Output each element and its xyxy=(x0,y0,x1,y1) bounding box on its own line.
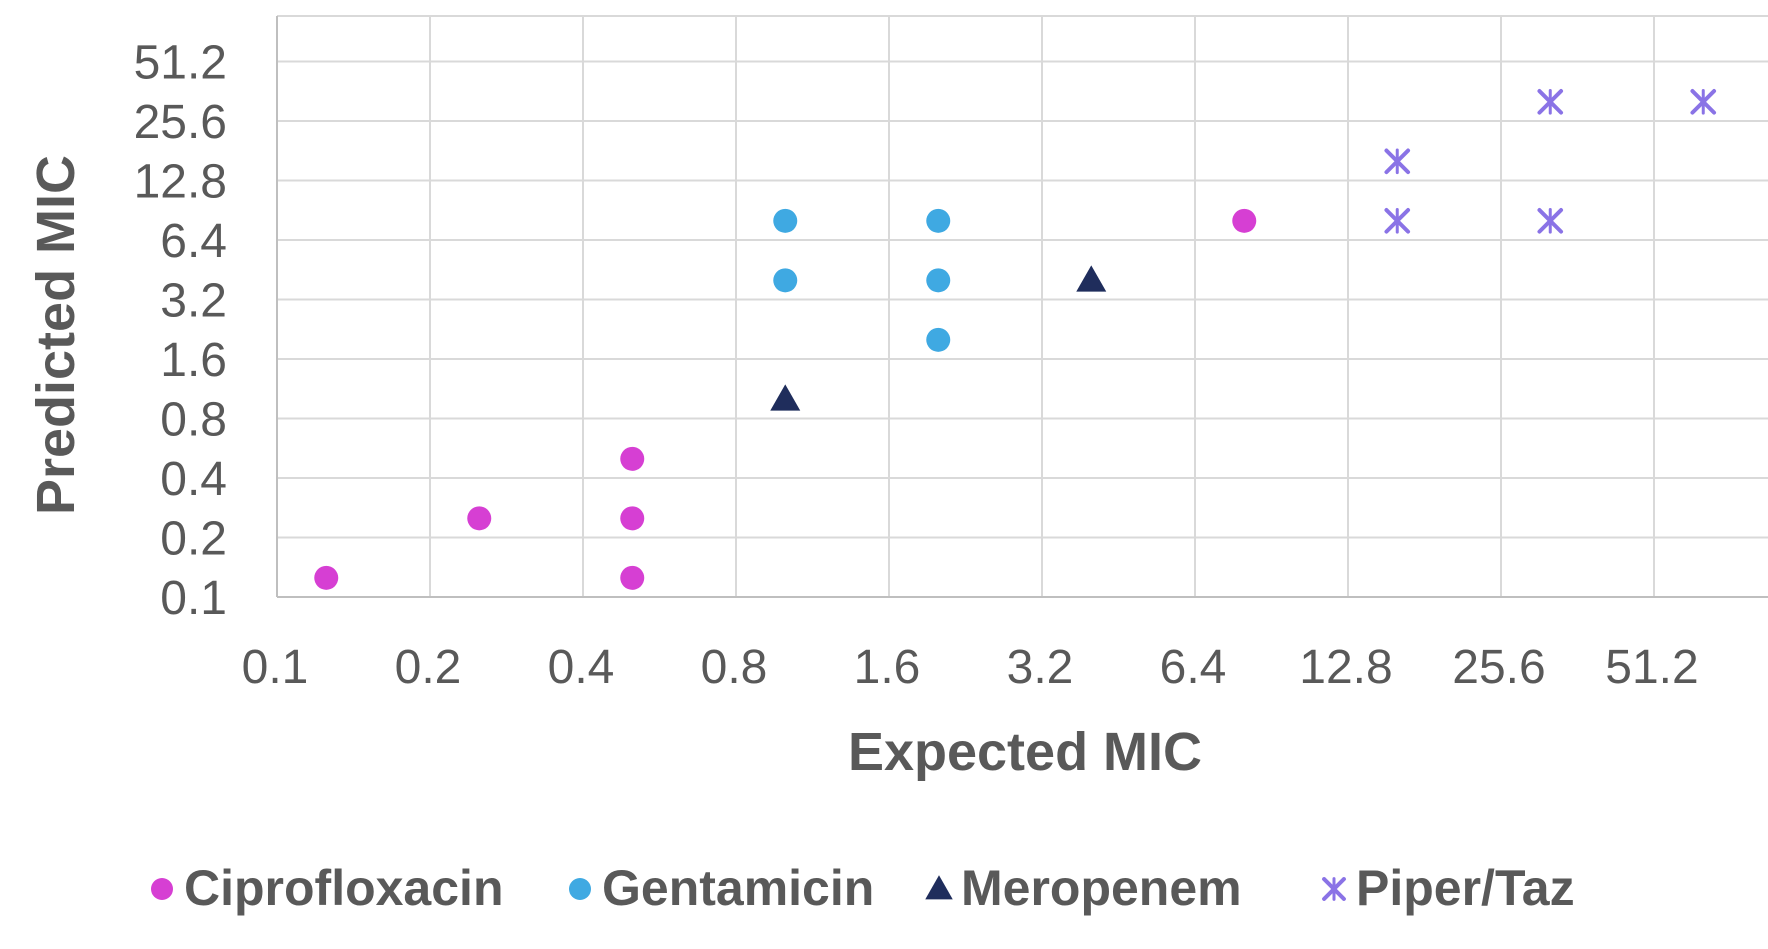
legend-marker-ciprofloxacin xyxy=(151,878,173,900)
y-tick-label: 12.8 xyxy=(134,156,227,209)
y-tick-label: 6.4 xyxy=(160,215,227,268)
legend-item-meropenem: Meropenem xyxy=(925,860,1242,916)
y-tick-label: 3.2 xyxy=(160,275,227,328)
x-tick-label: 1.6 xyxy=(854,641,921,694)
legend-item-gentamicin: Gentamicin xyxy=(569,860,874,916)
legend: Ciprofloxacin Gentamicin Meropenem Piper/Ta… xyxy=(151,860,1575,916)
ciprofloxacin-point xyxy=(467,506,492,531)
legend-item-ciprofloxacin: Ciprofloxacin xyxy=(151,860,503,916)
ciprofloxacin-point xyxy=(1232,208,1257,233)
meropenem-point xyxy=(1076,265,1107,292)
gentamicin-point xyxy=(773,268,798,293)
y-tick-label: 0.2 xyxy=(160,513,227,566)
x-tick-label: 51.2 xyxy=(1605,641,1698,694)
piper-taz-point xyxy=(1537,89,1564,115)
x-axis-title: Expected MIC xyxy=(848,722,1202,782)
ciprofloxacin-point xyxy=(620,506,645,531)
gentamicin-point xyxy=(926,208,951,233)
tick-labels: 0.1 0.2 0.4 0.8 1.6 3.2 6.4 12.8 25.6 51.2 0.1 0.2 0… xyxy=(134,37,1699,695)
piper-taz-point xyxy=(1384,148,1411,175)
data-points xyxy=(314,89,1717,590)
axes xyxy=(276,16,1768,598)
legend-label: Meropenem xyxy=(961,860,1242,916)
gentamicin-point xyxy=(773,208,798,233)
y-tick-label: 51.2 xyxy=(134,37,227,90)
y-tick-label: 1.6 xyxy=(160,334,227,387)
x-tick-label: 0.1 xyxy=(242,641,309,694)
ciprofloxacin-point xyxy=(620,446,645,471)
ciprofloxacin-point xyxy=(314,565,339,590)
y-tick-label: 25.6 xyxy=(134,96,227,149)
y-tick-label: 0.4 xyxy=(160,453,227,506)
legend-marker-meropenem xyxy=(925,875,953,900)
x-tick-label: 12.8 xyxy=(1299,641,1392,694)
piper-taz-point xyxy=(1690,89,1717,115)
piper-taz-point xyxy=(1537,208,1564,234)
legend-label: Piper/Taz xyxy=(1356,860,1575,916)
x-tick-label: 25.6 xyxy=(1452,641,1545,694)
legend-label: Gentamicin xyxy=(602,860,874,916)
x-tick-label: 3.2 xyxy=(1007,641,1074,694)
legend-marker-piper-taz xyxy=(1322,877,1346,901)
x-tick-label: 0.8 xyxy=(701,641,768,694)
x-tick-label: 0.4 xyxy=(548,641,615,694)
legend-marker-gentamicin xyxy=(569,878,591,900)
y-axis-title: Predicted MIC xyxy=(26,155,86,515)
gentamicin-point xyxy=(926,268,951,293)
grid xyxy=(277,15,1768,597)
x-tick-label: 6.4 xyxy=(1160,641,1227,694)
x-tick-label: 0.2 xyxy=(395,641,462,694)
ciprofloxacin-point xyxy=(620,565,645,590)
y-tick-label: 0.1 xyxy=(160,572,227,625)
legend-item-piper-taz: Piper/Taz xyxy=(1322,860,1575,916)
piper-taz-point xyxy=(1384,208,1411,234)
legend-label: Ciprofloxacin xyxy=(184,860,503,916)
y-tick-label: 0.8 xyxy=(160,394,227,447)
meropenem-point xyxy=(770,384,801,411)
gentamicin-point xyxy=(926,327,951,352)
